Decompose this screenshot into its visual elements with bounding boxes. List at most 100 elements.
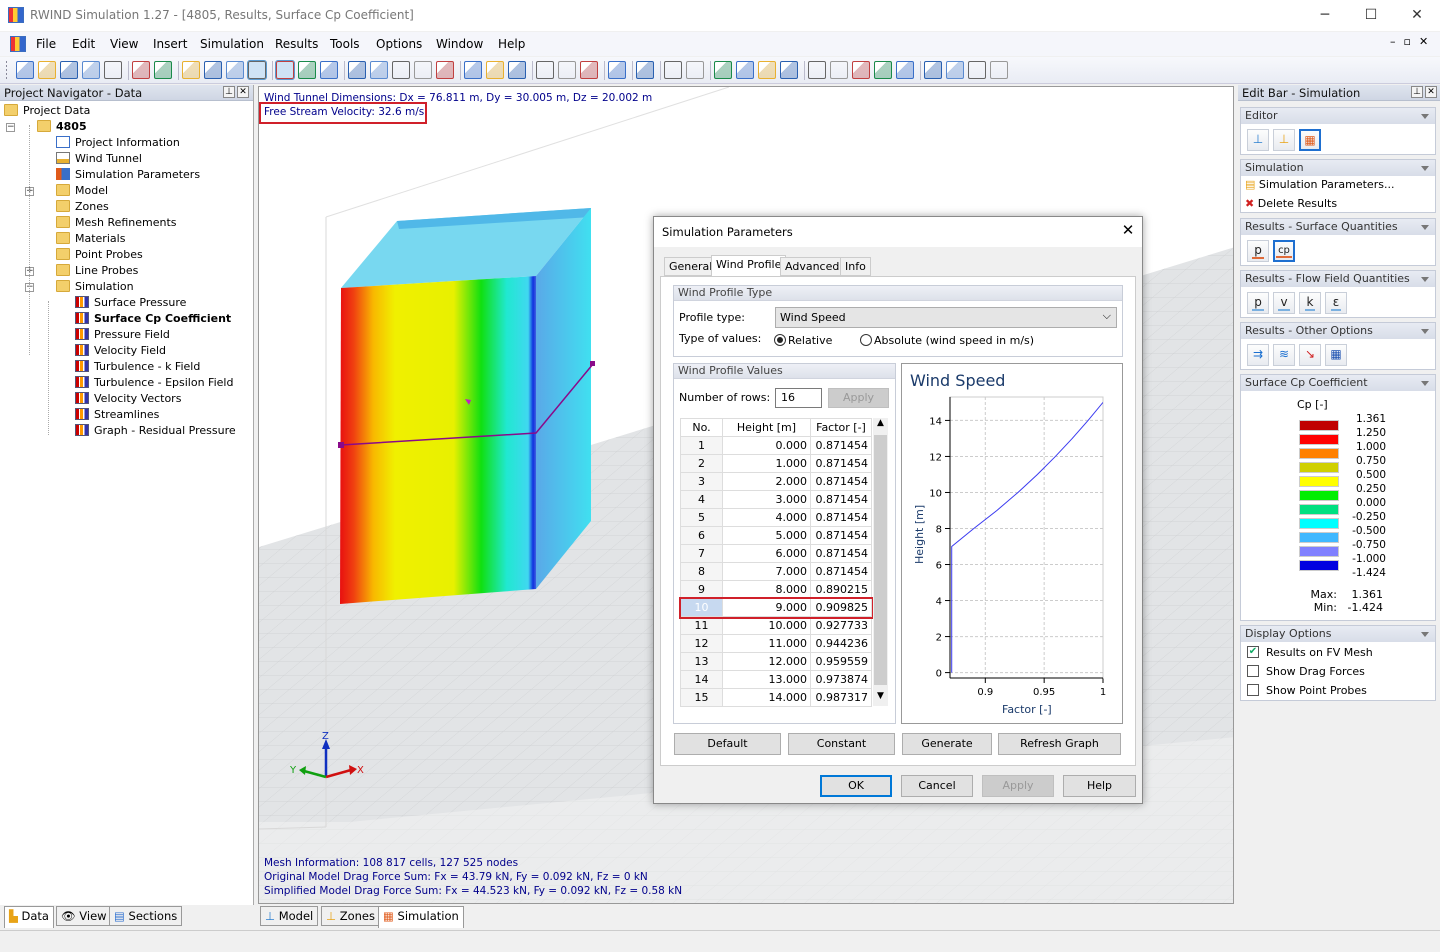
- rotate-y-icon[interactable]: [320, 61, 338, 79]
- display-option[interactable]: Show Point Probes: [1241, 684, 1431, 700]
- tree-item[interactable]: Surface Cp Coefficient: [75, 311, 231, 327]
- height-cell[interactable]: 5.000: [722, 526, 811, 545]
- default-button[interactable]: Default: [674, 733, 781, 755]
- factor-cell[interactable]: 0.871454: [810, 562, 872, 581]
- column-header-height[interactable]: Height [m]: [722, 418, 811, 437]
- table-row[interactable]: 8 7.000 0.871454: [680, 562, 872, 581]
- table-row[interactable]: 15 14.000 0.987317: [680, 688, 872, 707]
- tree-item[interactable]: Materials: [56, 231, 125, 247]
- scrollbar-thumb[interactable]: [874, 435, 887, 685]
- flow-velocity-button[interactable]: v: [1273, 292, 1295, 314]
- checkbox-icon[interactable]: [1247, 684, 1259, 696]
- section-header[interactable]: Surface Cp Coefficient: [1241, 375, 1435, 391]
- flow-k-button[interactable]: k: [1299, 292, 1321, 314]
- height-cell[interactable]: 7.000: [722, 562, 811, 581]
- factor-cell[interactable]: 0.871454: [810, 544, 872, 563]
- display-option[interactable]: ✔ Results on FV Mesh: [1241, 646, 1431, 662]
- relative-radio[interactable]: Relative: [774, 334, 832, 347]
- tab-sections[interactable]: ▤ Sections: [109, 906, 183, 926]
- dialog-close-button[interactable]: ✕: [1121, 221, 1135, 239]
- section-header[interactable]: Results - Surface Quantities: [1241, 219, 1435, 235]
- probe-copy-icon[interactable]: [780, 61, 798, 79]
- surface-pressure-button[interactable]: p: [1247, 240, 1269, 262]
- tree-item[interactable]: Turbulence - k Field: [75, 359, 200, 375]
- table-row[interactable]: 1 0.000 0.871454: [680, 436, 872, 455]
- table-row[interactable]: 2 1.000 0.871454: [680, 454, 872, 473]
- section-header[interactable]: Results - Flow Field Quantities: [1241, 271, 1435, 287]
- menu-options[interactable]: Options: [376, 37, 423, 51]
- help-button[interactable]: Help: [1063, 775, 1136, 797]
- height-cell[interactable]: 9.000: [722, 598, 811, 617]
- mdi-window-controls[interactable]: –▫✕: [1390, 35, 1437, 48]
- factor-cell[interactable]: 0.871454: [810, 490, 872, 509]
- section-header[interactable]: Editor: [1241, 108, 1435, 124]
- new-file-icon[interactable]: [16, 61, 34, 79]
- table-row[interactable]: 9 8.000 0.890215: [680, 580, 872, 599]
- probe-box-icon[interactable]: [758, 61, 776, 79]
- height-cell[interactable]: 8.000: [722, 580, 811, 599]
- tab-zones[interactable]: ⊥ Zones: [321, 906, 380, 926]
- view-front-icon[interactable]: [392, 61, 410, 79]
- print-icon[interactable]: [104, 61, 122, 79]
- tree-item[interactable]: Mesh Refinements: [56, 215, 177, 231]
- table-row[interactable]: 11 10.000 0.927733: [680, 616, 872, 635]
- height-cell[interactable]: 0.000: [722, 436, 811, 455]
- rotate-x-icon[interactable]: [298, 61, 316, 79]
- menu-window[interactable]: Window: [436, 37, 484, 51]
- tab-data[interactable]: ▙ Data: [4, 906, 54, 928]
- zoom-all-icon[interactable]: [436, 61, 454, 79]
- height-cell[interactable]: 3.000: [722, 490, 811, 509]
- scroll-up-icon[interactable]: ▲: [877, 418, 884, 428]
- scroll-down-icon[interactable]: ▼: [877, 691, 884, 701]
- factor-cell[interactable]: 0.927733: [810, 616, 872, 635]
- tab-view[interactable]: 👁 View: [56, 906, 112, 926]
- section-header[interactable]: Results - Other Options: [1241, 323, 1435, 339]
- height-cell[interactable]: 13.000: [722, 670, 811, 689]
- rotate-select-icon[interactable]: [464, 61, 482, 79]
- rotate-view-icon[interactable]: [275, 60, 295, 80]
- table-row[interactable]: 14 13.000 0.973874: [680, 670, 872, 689]
- tree-item[interactable]: Simulation Parameters: [56, 167, 200, 183]
- height-cell[interactable]: 14.000: [722, 688, 811, 707]
- save-icon[interactable]: [60, 61, 78, 79]
- tree-item[interactable]: 4805: [37, 119, 87, 135]
- factor-cell[interactable]: 0.890215: [810, 580, 872, 599]
- ok-button[interactable]: OK: [820, 775, 892, 797]
- tree-item[interactable]: Wind Tunnel: [56, 151, 142, 167]
- streamlines-icon[interactable]: ≋: [1273, 344, 1295, 366]
- expander-icon[interactable]: −: [6, 122, 15, 132]
- section-icon[interactable]: [852, 61, 870, 79]
- line-probe-start[interactable]: [338, 442, 344, 448]
- pin-icon[interactable]: ⊥: [223, 86, 235, 98]
- tab-wind-profile[interactable]: Wind Profile: [711, 255, 787, 277]
- overflow-icon[interactable]: [990, 61, 1008, 79]
- solid-box-icon[interactable]: [608, 61, 626, 79]
- isometric-icon[interactable]: [348, 61, 366, 79]
- rows-input[interactable]: 16: [775, 388, 822, 408]
- flow-epsilon-button[interactable]: ε: [1325, 292, 1347, 314]
- section-header[interactable]: Simulation: [1241, 160, 1435, 176]
- tree-item[interactable]: Streamlines: [75, 407, 159, 423]
- menu-tools[interactable]: Tools: [330, 37, 360, 51]
- tree-item[interactable]: Line Probes: [56, 263, 138, 279]
- wireframe-icon[interactable]: [536, 61, 554, 79]
- view-top-icon[interactable]: [370, 61, 388, 79]
- mesh-display-icon[interactable]: [182, 61, 200, 79]
- flow-pressure-button[interactable]: p: [1247, 292, 1269, 314]
- tree-item[interactable]: Surface Pressure: [75, 295, 186, 311]
- refresh-icon[interactable]: [486, 61, 504, 79]
- tree-item[interactable]: Project Information: [56, 135, 180, 151]
- height-cell[interactable]: 11.000: [722, 634, 811, 653]
- table-row[interactable]: 13 12.000 0.959559: [680, 652, 872, 671]
- apply-rows-button[interactable]: Apply: [828, 388, 889, 408]
- menu-help[interactable]: Help: [498, 37, 526, 51]
- minimize-button[interactable]: ─: [1320, 7, 1330, 23]
- simulation-editor-button[interactable]: ▦: [1299, 129, 1321, 151]
- tab-model[interactable]: ⊥ Model: [260, 906, 319, 926]
- tree-item[interactable]: Velocity Vectors: [75, 391, 181, 407]
- cancel-button[interactable]: Cancel: [901, 775, 973, 797]
- render-icon[interactable]: [808, 61, 826, 79]
- tree-item[interactable]: Simulation: [56, 279, 134, 295]
- undo-icon[interactable]: [132, 61, 150, 79]
- tree-item[interactable]: Project Data: [4, 103, 90, 119]
